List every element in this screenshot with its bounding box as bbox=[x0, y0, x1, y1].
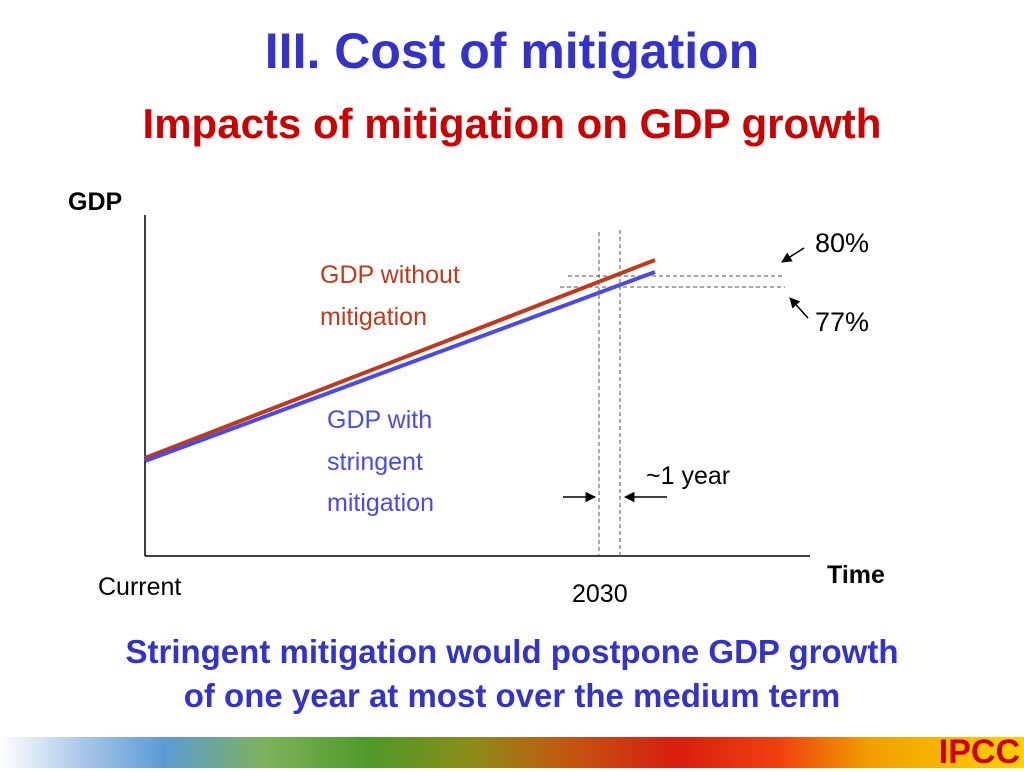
x-tick-label-2030: 2030 bbox=[572, 580, 628, 608]
series-line-with-mitigation bbox=[144, 270, 656, 463]
series-line-without-mitigation bbox=[144, 258, 656, 460]
series-label-with-line3: mitigation bbox=[327, 489, 434, 517]
series-label-with-line2: stringent bbox=[327, 448, 423, 476]
slide-subtitle: Impacts of mitigation on GDP growth bbox=[142, 100, 882, 147]
x-tick-label-current: Current bbox=[98, 573, 181, 601]
annotation-delay: ~1 year bbox=[646, 462, 730, 490]
conclusion-line-2: of one year at most over the medium term bbox=[183, 677, 841, 714]
y-axis-label: GDP bbox=[68, 188, 122, 216]
conclusion-text: Stringent mitigation would postpone GDP … bbox=[0, 630, 1024, 718]
series-label-with-mitigation: GDP with stringent mitigation bbox=[327, 406, 439, 517]
slide-title: III. Cost of mitigation bbox=[264, 23, 760, 79]
gdp-chart: GDP Time Current 2030 GDP without mitiga… bbox=[68, 188, 885, 608]
arrow-to-77-line bbox=[789, 297, 809, 319]
conclusion-line-1: Stringent mitigation would postpone GDP … bbox=[125, 633, 899, 670]
series-label-with-line1: GDP with bbox=[327, 406, 432, 434]
series-label-without-mitigation: GDP without mitigation bbox=[320, 261, 467, 331]
annotation-77-percent: 77% bbox=[815, 307, 869, 337]
x-axis-label: Time bbox=[827, 561, 885, 589]
ipcc-logo-text: IPCC bbox=[938, 733, 1020, 771]
footer-gradient-bar bbox=[0, 737, 1024, 768]
arrow-to-80-line bbox=[781, 247, 805, 263]
series-label-without-line2: mitigation bbox=[320, 303, 427, 331]
annotation-80-percent: 80% bbox=[815, 228, 869, 258]
series-label-without-line1: GDP without bbox=[320, 261, 460, 289]
